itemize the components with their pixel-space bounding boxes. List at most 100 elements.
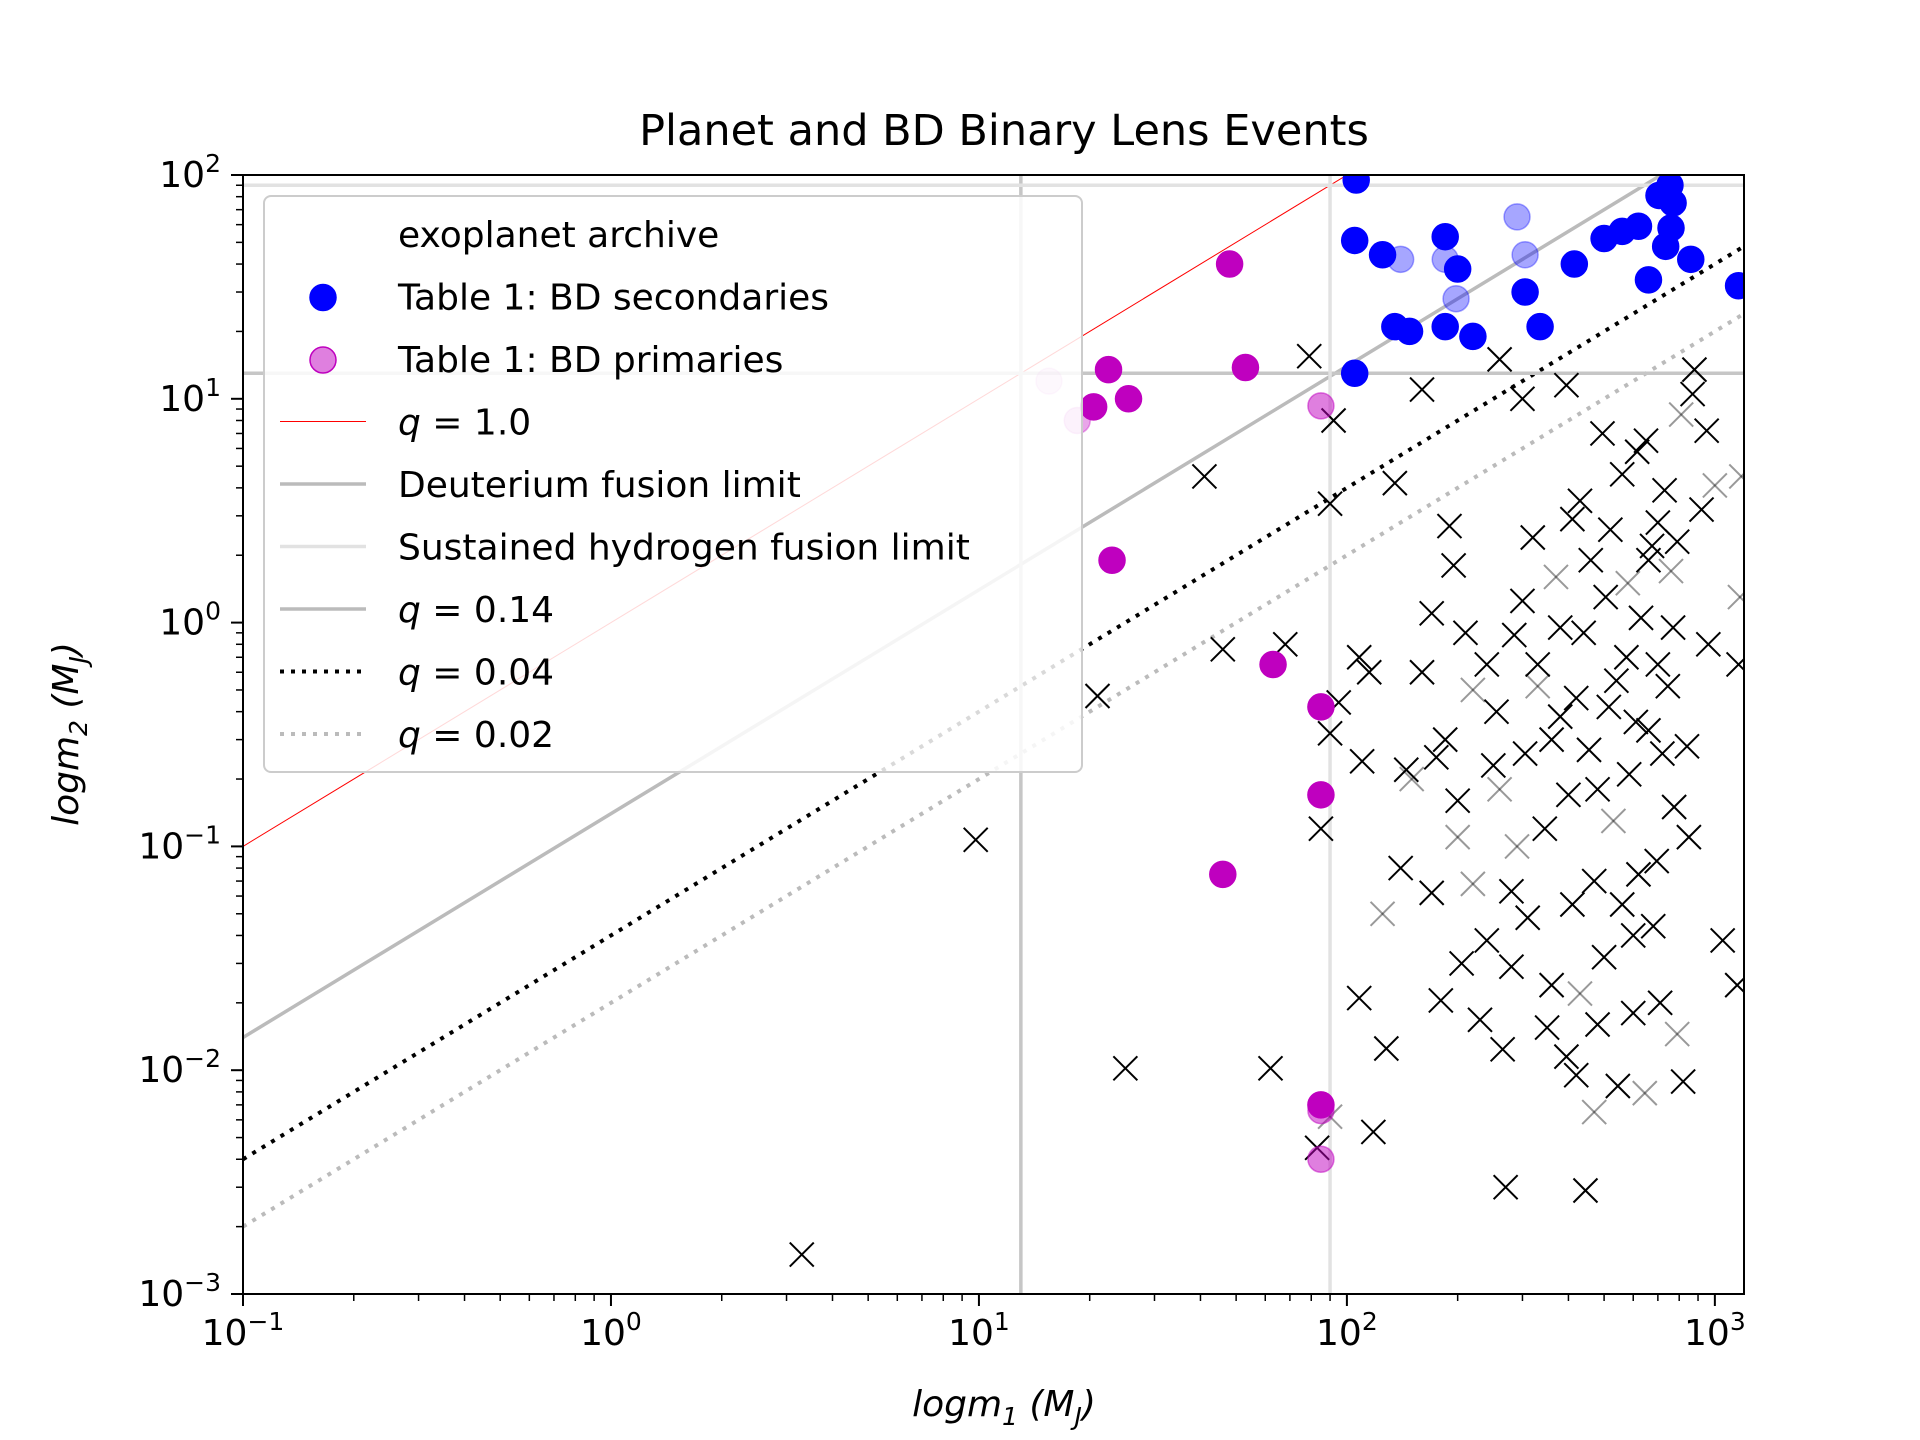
exoplanet-archive-marker [1432, 726, 1458, 753]
exoplanet-archive-marker [1613, 644, 1640, 670]
exoplanet-archive-marker [1084, 683, 1111, 709]
exoplanet-archive-marker [1655, 673, 1681, 699]
y-tick-label: 10−2 [138, 1044, 221, 1091]
y-tick-label: 101 [159, 373, 221, 420]
marker-stroke [1534, 1014, 1560, 1041]
legend-label: q = 1.0 [398, 403, 531, 444]
marker-stroke [1628, 605, 1654, 631]
bd-secondary-point [1431, 312, 1459, 341]
marker-stroke [1693, 418, 1720, 444]
exoplanet-archive-marker [1603, 667, 1630, 694]
exoplanet-archive-marker [1423, 744, 1450, 771]
exoplanet-archive-marker [1651, 477, 1678, 504]
bd-primary-point [1307, 781, 1335, 809]
bd-secondary-point [1511, 278, 1539, 306]
marker-stroke [1398, 766, 1425, 792]
exoplanet-archive-marker [1498, 954, 1525, 980]
exoplanet-archive-marker [1727, 584, 1744, 610]
marker-stroke [962, 827, 989, 853]
bd-secondary-point [1651, 232, 1680, 261]
legend-label-rest: = 1.0 [421, 403, 531, 444]
exoplanet-archive-marker [1191, 463, 1218, 490]
marker-stroke [1688, 496, 1715, 523]
marker-stroke [1387, 855, 1414, 881]
legend-label: exoplanet archive [398, 215, 719, 256]
marker-stroke [1725, 657, 1744, 678]
marker-stroke [1538, 972, 1565, 998]
exoplanet-archive-marker [1709, 927, 1736, 954]
y-tick-label-base: 10 [159, 603, 205, 644]
bd-primary-point [1307, 1145, 1335, 1174]
marker-stroke [1520, 524, 1546, 551]
x-axis-label: logm1 (MJ) [912, 1384, 1096, 1431]
legend-label-math: q [398, 653, 421, 694]
x-axis-label-sub: 1 [1002, 1402, 1018, 1431]
legend-marker-circle [309, 346, 337, 374]
marker-stroke [1393, 757, 1419, 783]
marker-stroke [1257, 1055, 1284, 1081]
marker-stroke [1308, 815, 1334, 842]
marker-stroke [1578, 547, 1604, 573]
marker-stroke [1436, 513, 1463, 539]
exoplanet-archive-marker [1609, 891, 1635, 918]
marker-stroke [1498, 954, 1525, 980]
bd-primary-point [1307, 392, 1335, 420]
exoplanet-archive-marker [1581, 868, 1607, 894]
x-tick-label: 10−1 [202, 1307, 285, 1354]
marker-stroke [1524, 673, 1551, 699]
bd-secondary-point [1342, 175, 1370, 194]
exoplanet-archive-marker [1572, 1177, 1599, 1204]
exoplanet-archive-marker [1625, 861, 1652, 888]
bd-primary-point [1094, 355, 1123, 384]
marker-stroke [1369, 901, 1396, 927]
exoplanet-archive-marker [1584, 776, 1611, 802]
y-tick-label: 102 [159, 149, 221, 196]
marker-stroke [1480, 752, 1507, 779]
exoplanet-archive-marker [1489, 1036, 1516, 1062]
marker-stroke [1360, 1119, 1387, 1145]
exoplanet-archive-marker [1702, 472, 1728, 499]
exoplanet-archive-marker [1664, 528, 1690, 555]
exoplanet-archive-marker [1668, 401, 1694, 428]
exoplanet-archive-marker [1620, 922, 1646, 949]
exoplanet-archive-marker [1661, 794, 1687, 820]
marker-stroke [1635, 547, 1662, 573]
marker-stroke [1460, 871, 1486, 897]
exoplanet-archive-marker [1257, 1055, 1284, 1081]
exoplanet-archive-marker [1504, 833, 1530, 860]
marker-stroke [1509, 588, 1536, 614]
exoplanet-archive-marker [1382, 470, 1408, 496]
exoplanet-archive-marker [1296, 343, 1322, 369]
legend-label: Table 1: BD primaries [397, 340, 783, 381]
exoplanet-archive-marker [1567, 488, 1593, 514]
x-tick-label: 102 [1316, 1307, 1378, 1354]
exoplanet-archive-marker [1346, 644, 1372, 670]
exoplanet-archive-marker [1628, 605, 1654, 631]
exoplanet-archive-marker [1524, 651, 1551, 678]
marker-stroke [1553, 372, 1580, 398]
bd-primary-point [1259, 650, 1287, 679]
marker-stroke [1559, 891, 1586, 918]
marker-stroke [1191, 463, 1218, 490]
exoplanet-archive-marker [1644, 848, 1670, 874]
marker-stroke [1600, 808, 1627, 834]
marker-stroke [1655, 673, 1681, 699]
marker-stroke [1432, 726, 1458, 753]
marker-stroke [1448, 950, 1475, 977]
marker-stroke [1613, 644, 1640, 670]
marker-stroke [1317, 720, 1343, 747]
exoplanet-archive-marker [1474, 927, 1500, 954]
y-tick-label-base: 10 [138, 1274, 184, 1315]
marker-stroke [1559, 506, 1586, 532]
exoplanet-archive-marker [1486, 776, 1513, 802]
exoplanet-archive-marker [1728, 463, 1744, 490]
exoplanet-archive-marker [1356, 659, 1382, 685]
marker-stroke [1591, 944, 1617, 970]
marker-stroke [1409, 659, 1435, 685]
bd-secondary-point [1724, 272, 1744, 300]
exoplanet-archive-marker [1369, 901, 1396, 927]
exoplanet-archive-marker [1317, 720, 1343, 747]
marker-stroke [1570, 620, 1597, 646]
marker-stroke [1444, 824, 1471, 850]
exoplanet-archive-marker [1589, 420, 1616, 447]
